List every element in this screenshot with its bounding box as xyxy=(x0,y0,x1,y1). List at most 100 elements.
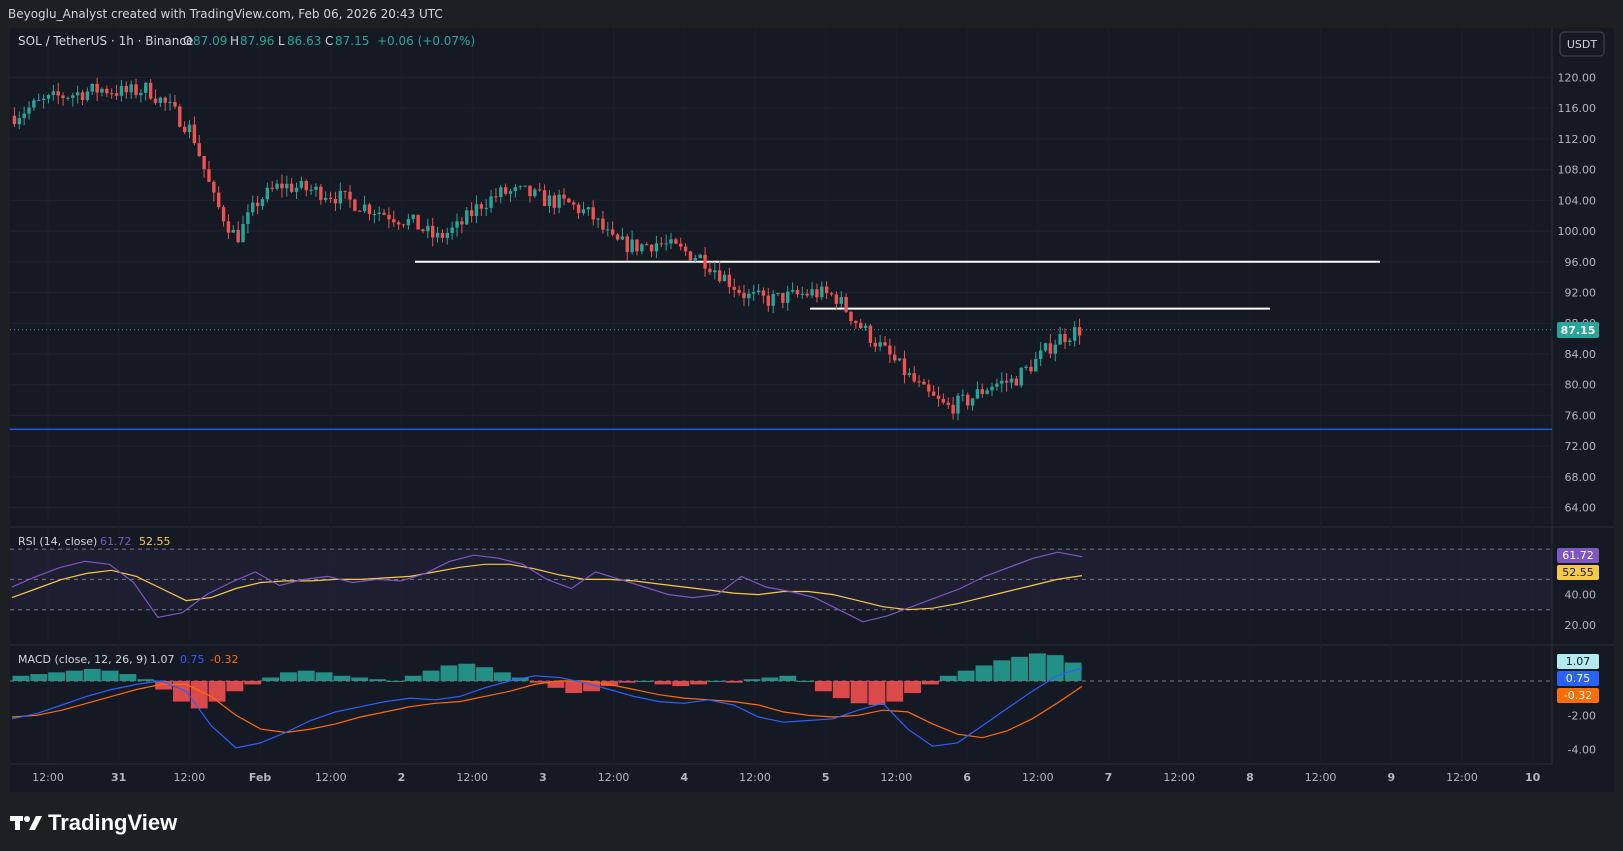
candle-body xyxy=(411,214,415,219)
rsi-title[interactable]: RSI (14, close) xyxy=(18,535,97,548)
candle-body xyxy=(455,221,459,228)
candle-body xyxy=(970,398,975,406)
candle-body xyxy=(820,286,824,298)
candle-body xyxy=(129,84,133,93)
candle-body xyxy=(829,293,834,295)
macd-histogram-bar xyxy=(387,680,404,682)
candle-body xyxy=(41,98,46,101)
candle-body xyxy=(508,191,513,194)
candle-body xyxy=(552,195,556,208)
candle-body xyxy=(396,222,401,225)
macd-tick-label: -4.00 xyxy=(1568,744,1596,757)
candle-body xyxy=(693,257,698,261)
macd-histogram-bar xyxy=(993,660,1011,681)
candle-body xyxy=(401,224,406,226)
candle-body xyxy=(450,227,454,233)
chart-frame[interactable] xyxy=(10,28,1614,792)
candle-body xyxy=(771,294,775,306)
candle-body xyxy=(572,202,576,205)
macd-histogram-bar xyxy=(690,680,707,685)
candle-body xyxy=(212,181,216,193)
macd-histogram-bar xyxy=(226,680,244,692)
macd-histogram-bar xyxy=(922,680,939,685)
candle-body xyxy=(372,214,377,216)
candle-body xyxy=(299,180,304,188)
candle-body xyxy=(158,97,163,103)
candle-body xyxy=(591,207,595,220)
candle-body xyxy=(27,107,31,114)
candle-body xyxy=(844,297,848,312)
candle-body xyxy=(878,342,882,347)
candle-body xyxy=(17,118,21,125)
candle-body xyxy=(606,229,610,231)
candle-body xyxy=(669,239,673,244)
candle-body xyxy=(703,254,707,269)
high-value: 87.96 xyxy=(240,34,274,48)
candle-body xyxy=(32,100,36,108)
macd-histogram-bar xyxy=(939,675,957,681)
candle-body xyxy=(625,236,629,253)
candle-body xyxy=(581,209,586,214)
candle-body xyxy=(426,225,430,232)
macd-tick-label: -2.00 xyxy=(1568,709,1596,722)
candle-body xyxy=(781,293,785,303)
candle-body xyxy=(100,88,104,93)
candle-body xyxy=(148,82,153,99)
candle-body xyxy=(358,210,362,212)
macd-histogram-bar xyxy=(404,675,422,681)
candle-body xyxy=(941,398,946,403)
macd-hist-legend: 1.07 xyxy=(150,653,175,666)
price-tick-label: 64.00 xyxy=(1565,502,1597,515)
low-value: 86.63 xyxy=(287,34,321,48)
candle-body xyxy=(1014,378,1019,386)
time-tick-label: 12:00 xyxy=(32,771,64,784)
candle-body xyxy=(110,93,114,95)
macd-line xyxy=(11,667,1083,749)
candle-body xyxy=(752,292,756,294)
tradingview-brand[interactable]: TradingView xyxy=(10,805,177,841)
macd-histogram-bar xyxy=(761,677,779,681)
macd-histogram-bar xyxy=(601,680,618,687)
candle-body xyxy=(207,169,211,182)
macd-histogram-bar xyxy=(779,675,797,681)
macd-line-tag xyxy=(1557,671,1599,686)
candle-body xyxy=(888,345,892,355)
currency-button-label[interactable]: USDT xyxy=(1567,38,1598,51)
candles xyxy=(12,77,1082,421)
candle-body xyxy=(722,274,727,282)
candle-body xyxy=(562,194,566,199)
time-tick-label: 12:00 xyxy=(456,771,488,784)
candle-body xyxy=(119,85,124,96)
rsi-legend-value: 61.72 xyxy=(100,535,132,548)
candle-body xyxy=(985,390,989,394)
price-tick-label: 96.00 xyxy=(1565,256,1597,269)
macd-histogram-bar xyxy=(975,665,993,681)
candle-body xyxy=(542,190,547,206)
candle-body xyxy=(936,395,941,399)
time-tick-label: 12:00 xyxy=(739,771,771,784)
candle-body xyxy=(139,92,143,96)
attribution-text: Beyoglu_Analyst created with TradingView… xyxy=(8,7,443,21)
macd-title[interactable]: MACD (close, 12, 26, 9) xyxy=(18,653,147,666)
candle-body xyxy=(683,246,688,252)
macd-histogram-bar xyxy=(1064,662,1082,681)
candle-body xyxy=(46,94,51,99)
price-axis[interactable]: 120.00 116.00 112.00 108.00 104.00 100.00 96.0… xyxy=(1558,71,1597,756)
candle-body xyxy=(173,101,177,107)
candle-body xyxy=(620,236,625,240)
symbol-name[interactable]: SOL / TetherUS · 1h · Binance xyxy=(18,34,193,48)
macd-histogram-bar xyxy=(1029,653,1046,681)
change-value: +0.06 (+0.07%) xyxy=(377,34,475,48)
rsi-tick-label: 20.00 xyxy=(1565,619,1597,632)
candle-body xyxy=(698,254,702,258)
rsi-ma-value-tag-text: 52.55 xyxy=(1562,566,1594,579)
currency-button[interactable] xyxy=(1559,31,1605,57)
candle-body xyxy=(1053,344,1057,354)
time-axis[interactable]: 12:00 31 12:00 Feb 12:00 2 12:00 3 12:00 4 12:00 5 1… xyxy=(32,771,1541,784)
price-tick-label: 76.00 xyxy=(1565,409,1597,422)
time-tick-label: 12:00 xyxy=(174,771,206,784)
candle-body xyxy=(362,204,367,212)
macd-histogram-bar xyxy=(262,677,279,681)
candle-body xyxy=(484,207,488,209)
